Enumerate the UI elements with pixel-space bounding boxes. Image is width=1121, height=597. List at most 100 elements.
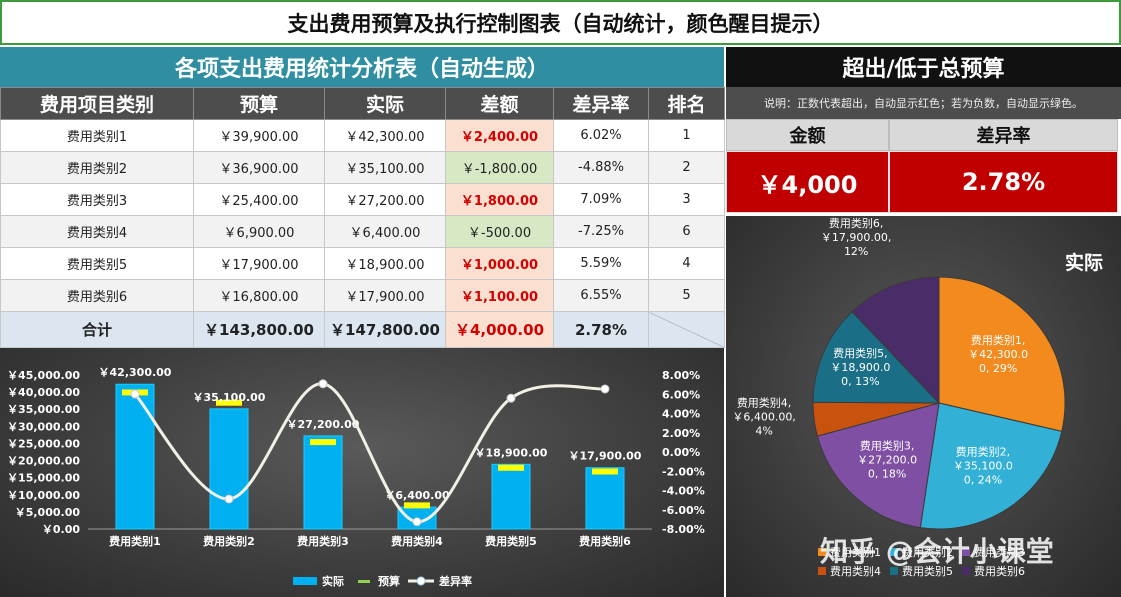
bar-actual bbox=[209, 408, 249, 530]
pie-legend-label: 费用类别2 bbox=[902, 545, 953, 559]
pie-data-label: 费用类别2, bbox=[956, 445, 1011, 459]
cell-budget: ￥16,800.00 bbox=[193, 279, 325, 312]
y-tick-label: ￥5,000.00 bbox=[15, 506, 81, 519]
pie-slice bbox=[851, 276, 940, 405]
table-row: 费用类别6 ￥16,800.00 ￥17,900.00 ￥1,100.00 6.… bbox=[0, 279, 725, 312]
table-row: 费用类别5 ￥17,900.00 ￥18,900.00 ￥1,000.00 5.… bbox=[0, 247, 725, 280]
pie-legend-swatch bbox=[818, 567, 826, 575]
cell-category: 费用类别4 bbox=[0, 215, 194, 248]
pie-legend-swatch bbox=[962, 548, 970, 556]
bar-chart-panel: ￥0.00 ￥5,000.00 ￥10,000.00 ￥15,000.00 ￥20,00… bbox=[0, 348, 724, 597]
pie-legend-label: 费用类别5 bbox=[902, 564, 953, 578]
cell-rate: 6.02% bbox=[553, 119, 649, 152]
cell-rank: 2 bbox=[648, 151, 725, 184]
cell-diff: ￥2,400.00 bbox=[445, 119, 554, 152]
rate-point bbox=[130, 389, 140, 399]
bar-data-label: ￥35,100.00 bbox=[193, 391, 266, 404]
header-actual: 实际 bbox=[324, 87, 446, 120]
table-row: 费用类别4 ￥6,900.00 ￥6,400.00 ￥-500.00 -7.25… bbox=[0, 215, 725, 248]
pie-data-label: ￥18,900.0 bbox=[830, 361, 890, 374]
rate-point bbox=[412, 517, 422, 527]
x-tick-label: 费用类别5 bbox=[485, 534, 537, 548]
bar-actual bbox=[115, 383, 155, 530]
total-actual: ￥147,800.00 bbox=[324, 311, 446, 348]
summary-title: 超出/低于总预算 bbox=[726, 47, 1121, 87]
y-tick-label: ￥25,000.00 bbox=[7, 437, 80, 450]
page-title: 支出费用预算及执行控制图表（自动统计，颜色醒目提示） bbox=[0, 0, 1121, 45]
y-tick-label: ￥20,000.00 bbox=[7, 455, 80, 468]
pie-data-label: 费用类别3, bbox=[860, 438, 915, 452]
y2-tick-label: -6.00% bbox=[662, 504, 705, 517]
pie-title: 实际 bbox=[1065, 251, 1103, 274]
bar-data-label: ￥17,900.00 bbox=[569, 450, 642, 463]
header-rank: 排名 bbox=[648, 87, 725, 120]
total-budget: ￥143,800.00 bbox=[193, 311, 325, 348]
header-budget: 预算 bbox=[193, 87, 325, 120]
y-tick-label: ￥0.00 bbox=[42, 523, 80, 536]
pie-data-label: ￥42,300.0 bbox=[968, 348, 1028, 361]
cell-actual: ￥6,400.00 bbox=[324, 215, 446, 248]
pie-data-label: 0, 24% bbox=[964, 474, 1002, 487]
cell-budget: ￥6,900.00 bbox=[193, 215, 325, 248]
cell-rate: 7.09% bbox=[553, 183, 649, 216]
cell-budget: ￥25,400.00 bbox=[193, 183, 325, 216]
bar-actual bbox=[585, 467, 625, 530]
cell-diff: ￥-1,800.00 bbox=[445, 151, 554, 184]
pie-legend-label: 费用类别3 bbox=[974, 545, 1025, 559]
pie-data-label: ￥27,200.0 bbox=[857, 453, 917, 466]
summary-note: 说明：正数代表超出，自动显示红色；若为负数，自动显示绿色。 bbox=[726, 87, 1121, 119]
cell-actual: ￥35,100.00 bbox=[324, 151, 446, 184]
pie-chart-panel: 实际 费用类别1, ￥42,300.0 0, 29% 费用类别2, ￥35,100.0 0,… bbox=[726, 216, 1121, 597]
legend-budget-label: 预算 bbox=[378, 574, 400, 588]
rate-label: 差异率 bbox=[889, 119, 1118, 151]
cell-diff: ￥1,800.00 bbox=[445, 183, 554, 216]
pie-legend-swatch bbox=[890, 567, 898, 575]
rate-point bbox=[318, 379, 328, 389]
cell-category: 费用类别6 bbox=[0, 279, 194, 312]
pie-legend-swatch bbox=[962, 567, 970, 575]
rate-point bbox=[224, 494, 234, 504]
legend-actual-label: 实际 bbox=[322, 574, 344, 588]
y-tick-label: ￥30,000.00 bbox=[7, 420, 80, 433]
pie-data-label: 4% bbox=[755, 425, 772, 438]
cell-budget: ￥36,900.00 bbox=[193, 151, 325, 184]
x-tick-label: 费用类别1 bbox=[109, 534, 161, 548]
legend-rate-marker bbox=[416, 576, 426, 586]
y2-tick-label: 2.00% bbox=[662, 427, 700, 440]
pie-data-label: 费用类别1, bbox=[971, 333, 1026, 347]
cell-budget: ￥17,900.00 bbox=[193, 247, 325, 280]
header-category: 费用项目类别 bbox=[0, 87, 194, 120]
table-header-row: 费用项目类别 预算 实际 差额 差异率 排名 bbox=[0, 87, 725, 120]
total-rate: 2.78% bbox=[553, 311, 649, 348]
y-tick-label: ￥35,000.00 bbox=[7, 403, 80, 416]
y2-tick-label: 4.00% bbox=[662, 408, 700, 421]
legend-rate-label: 差异率 bbox=[439, 574, 472, 588]
cell-actual: ￥17,900.00 bbox=[324, 279, 446, 312]
bar-actual bbox=[303, 435, 343, 530]
amount-label: 金额 bbox=[726, 119, 889, 151]
budget-marker bbox=[592, 468, 618, 475]
cell-diff: ￥1,000.00 bbox=[445, 247, 554, 280]
cell-category: 费用类别1 bbox=[0, 119, 194, 152]
budget-marker bbox=[498, 464, 524, 471]
cell-category: 费用类别5 bbox=[0, 247, 194, 280]
table-row: 费用类别3 ￥25,400.00 ￥27,200.00 ￥1,800.00 7.… bbox=[0, 183, 725, 216]
pie-slice bbox=[938, 276, 1066, 433]
y-tick-label: ￥10,000.00 bbox=[7, 489, 80, 502]
watermark-text: 知乎 @会计小课堂 bbox=[820, 535, 1054, 568]
legend-actual-swatch bbox=[293, 577, 317, 585]
header-rate: 差异率 bbox=[553, 87, 649, 120]
rate-point bbox=[600, 384, 610, 394]
cell-diff: ￥1,100.00 bbox=[445, 279, 554, 312]
rate-point bbox=[506, 393, 516, 403]
pie-legend-swatch bbox=[818, 548, 826, 556]
y2-tick-label: 6.00% bbox=[662, 388, 700, 401]
y2-tick-label: -2.00% bbox=[662, 465, 705, 478]
x-tick-label: 费用类别3 bbox=[297, 534, 349, 548]
pie-slice bbox=[919, 402, 1063, 530]
pie-data-label: 0, 29% bbox=[979, 362, 1017, 375]
y2-tick-label: -8.00% bbox=[662, 523, 705, 536]
pie-data-label: ￥17,900.00, bbox=[821, 231, 891, 244]
pie-legend-swatch bbox=[890, 548, 898, 556]
